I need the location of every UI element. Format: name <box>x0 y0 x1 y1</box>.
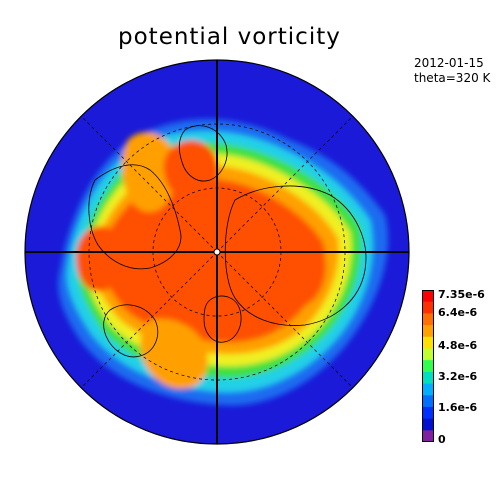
colorbar-label: 1.6e-6 <box>438 401 478 414</box>
pv-lobe-siberia <box>224 218 326 314</box>
metadata-block: 2012-01-15 theta=320 K <box>414 56 490 86</box>
coast-eurasia <box>224 185 367 326</box>
colorbar-swatch <box>422 301 434 314</box>
colorbar-swatch <box>422 290 434 303</box>
colorbar-label: 0 <box>438 433 446 446</box>
meridian-315 <box>80 115 218 253</box>
coast-north-america <box>88 164 182 270</box>
colorbar-swatch <box>422 313 434 326</box>
meridian-45 <box>216 115 354 253</box>
pv-lobe-north-america <box>122 132 178 213</box>
colorbar-swatch <box>422 371 434 385</box>
colorbar-border <box>422 290 434 442</box>
colorbar-swatch <box>422 395 434 408</box>
colorbar-swatch <box>422 336 434 349</box>
coast-europe <box>203 295 242 343</box>
colorbar-swatch <box>422 360 434 373</box>
coast-alaska <box>103 304 159 358</box>
colorbar-swatch <box>422 430 434 442</box>
level-label: theta=320 K <box>414 71 491 85</box>
colorbar-label: 7.35e-6 <box>438 288 485 301</box>
colorbar-swatch <box>422 418 434 431</box>
colorbar-swatch <box>422 348 434 361</box>
colorbar-label: 3.2e-6 <box>438 370 478 383</box>
colorbar-label: 6.4e-6 <box>438 306 478 319</box>
colorbar-swatch <box>422 383 434 396</box>
meridian-225 <box>80 251 218 389</box>
colorbar-label: 4.8e-6 <box>438 339 478 352</box>
colorbar <box>422 290 434 442</box>
north-pole-marker <box>213 248 221 256</box>
pv-lobe-west <box>76 226 122 292</box>
colorbar-swatch <box>422 325 434 338</box>
page-title: potential vorticity <box>118 24 341 50</box>
pv-lobe-greenland <box>163 140 218 202</box>
colorbar-swatch <box>422 406 434 420</box>
date-label: 2012-01-15 <box>414 56 484 70</box>
meridian-135 <box>216 251 354 389</box>
